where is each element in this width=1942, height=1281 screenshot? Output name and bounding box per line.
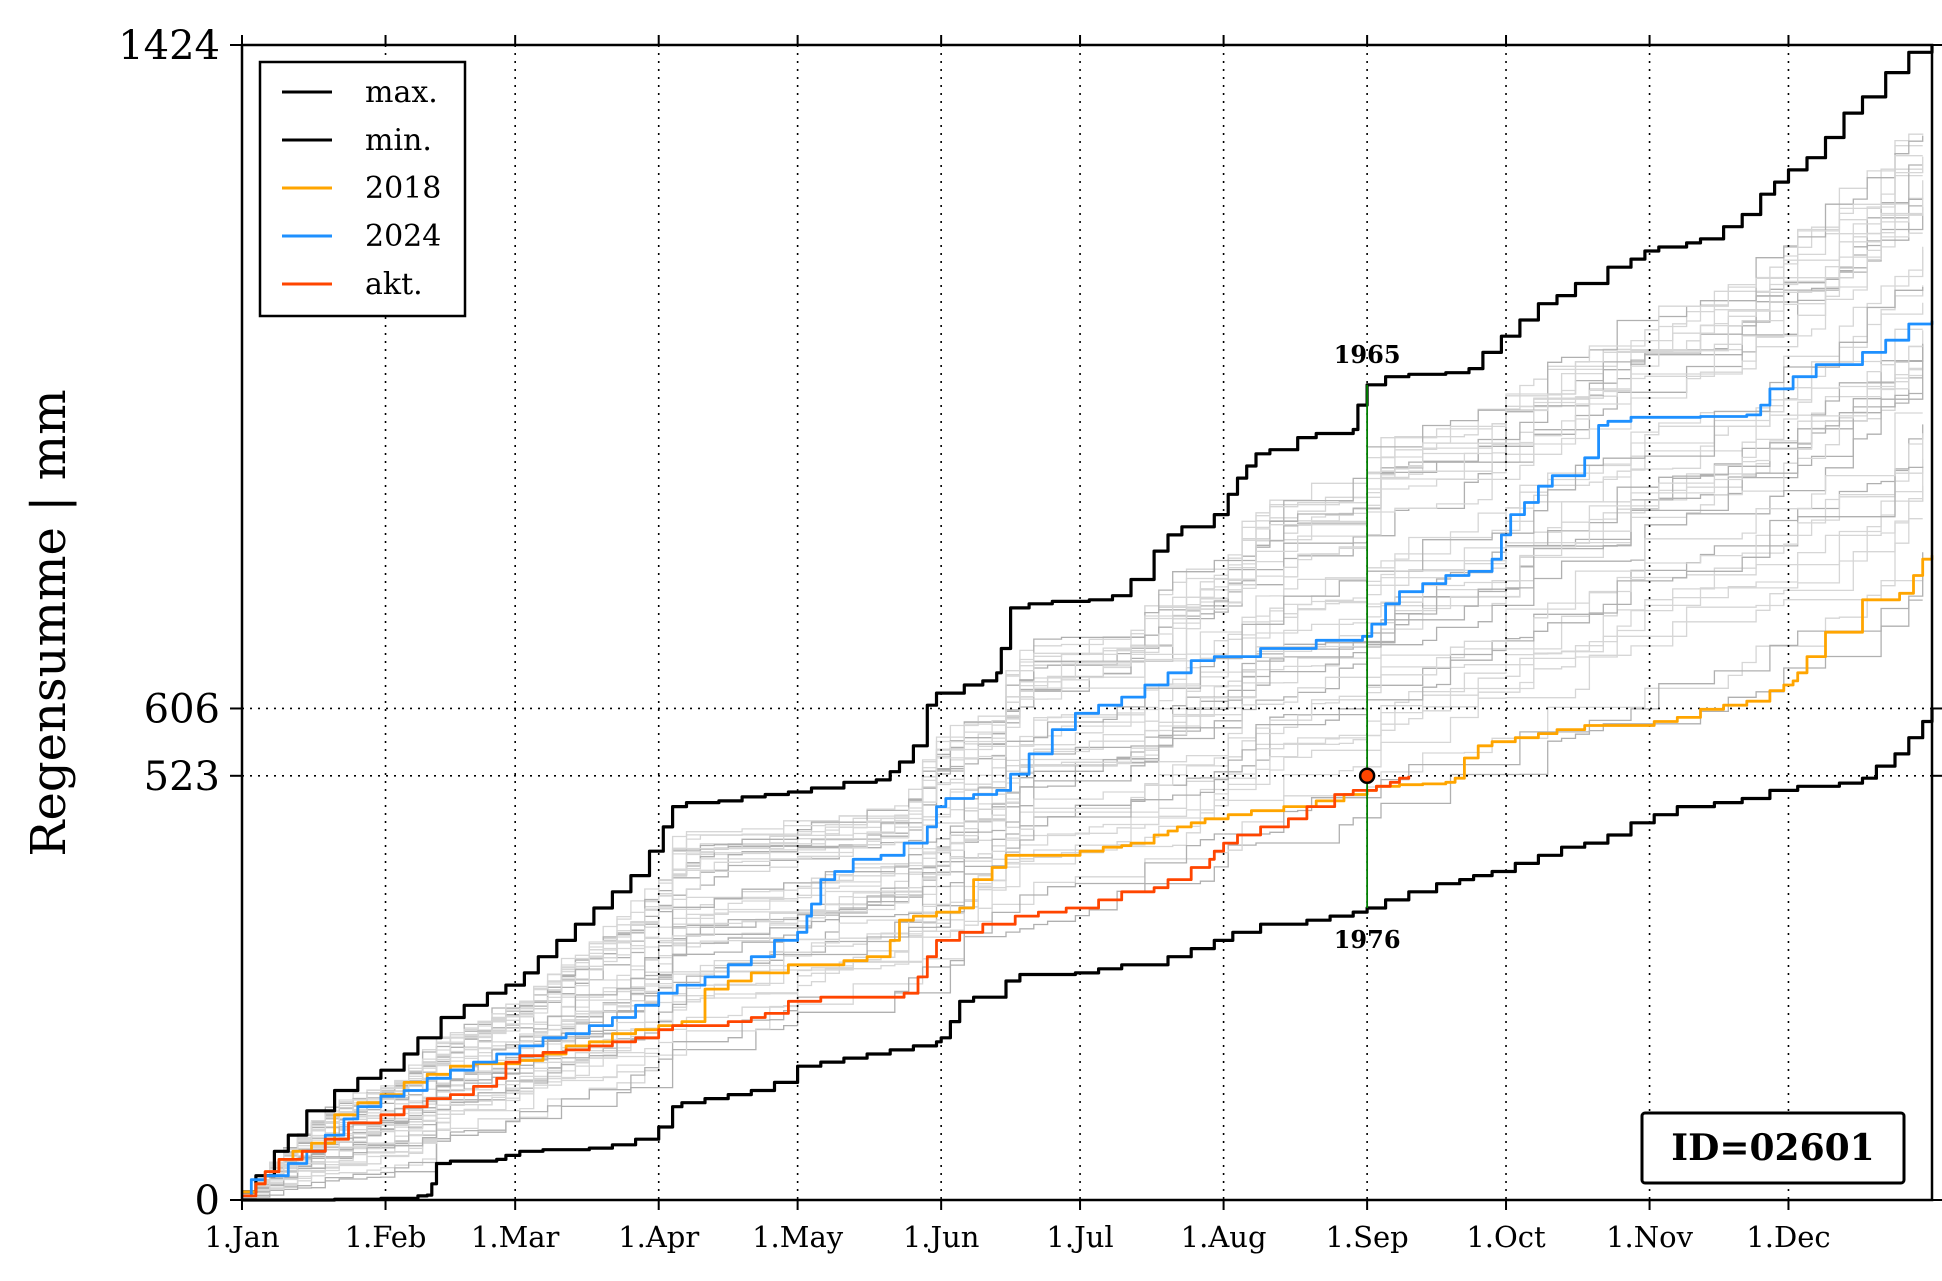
series-line-max bbox=[242, 45, 1934, 1194]
series-line-2018 bbox=[242, 555, 1934, 1194]
y-axis-label: Regensumme | mm bbox=[21, 389, 77, 856]
background-year-line bbox=[242, 343, 1924, 1197]
background-year-line bbox=[242, 155, 1923, 1194]
background-year-line bbox=[242, 552, 1924, 1199]
x-tick-label: 1.Feb bbox=[345, 1220, 427, 1254]
series-line-akt bbox=[242, 775, 1411, 1198]
annotation-min-year: 1976 bbox=[1334, 925, 1401, 954]
background-year-line bbox=[242, 360, 1924, 1197]
legend-label: 2024 bbox=[365, 219, 441, 254]
y-tick-label: 523 bbox=[144, 754, 220, 800]
y-tick-label: 606 bbox=[144, 686, 220, 732]
series-lines bbox=[242, 45, 1934, 1202]
background-year-line bbox=[242, 561, 1924, 1200]
background-year-line bbox=[242, 156, 1924, 1194]
y-tick-label: 1424 bbox=[118, 23, 220, 69]
plot-frame bbox=[240, 43, 1934, 1202]
x-tick-label: 1.May bbox=[752, 1220, 844, 1254]
x-tick-label: 1.Apr bbox=[618, 1220, 699, 1254]
station-id-frame bbox=[1640, 1111, 1906, 1185]
background-year-line bbox=[242, 485, 1924, 1199]
background-year-line bbox=[242, 168, 1923, 1195]
background-year-line bbox=[242, 198, 1923, 1194]
legend: max. min. 2018 2024 akt. bbox=[258, 60, 467, 318]
x-tick-label: 1.Jul bbox=[1046, 1220, 1113, 1254]
background-year-line bbox=[242, 345, 1923, 1197]
series-line-min bbox=[242, 708, 1934, 1202]
series-line-2024 bbox=[242, 320, 1934, 1198]
x-tick-label: 1.Jan bbox=[204, 1220, 279, 1254]
x-tick-label: 1.Oct bbox=[1466, 1220, 1546, 1254]
x-tick-label: 1.Mar bbox=[471, 1220, 560, 1254]
background-year-line bbox=[242, 392, 1923, 1198]
x-tick-label: 1.Dec bbox=[1746, 1220, 1830, 1254]
legend-label: min. bbox=[365, 123, 432, 158]
background-year-line bbox=[242, 145, 1923, 1194]
background-year-lines bbox=[242, 133, 1924, 1200]
background-year-line bbox=[242, 213, 1923, 1195]
current-value-marker bbox=[1358, 767, 1376, 785]
x-tick-label: 1.Sep bbox=[1325, 1220, 1408, 1254]
background-year-line bbox=[242, 424, 1924, 1198]
background-year-line bbox=[242, 285, 1924, 1196]
axes: 0 523 606 1424 1.Jan 1.Feb 1.Mar 1.Apr 1.May 1.Ju… bbox=[118, 23, 1942, 1254]
annotation-max-year: 1965 bbox=[1334, 340, 1401, 369]
station-id-box: ID=02601 bbox=[1640, 1111, 1906, 1185]
y-tick-label: 0 bbox=[195, 1178, 220, 1224]
grid-lines bbox=[242, 45, 1932, 1200]
overlay-marks: 1965 1976 bbox=[1334, 340, 1401, 954]
legend-label: max. bbox=[365, 75, 438, 110]
background-year-line bbox=[242, 489, 1924, 1199]
x-tick-label: 1.Aug bbox=[1181, 1220, 1267, 1254]
legend-label: 2018 bbox=[365, 171, 441, 206]
background-year-line bbox=[242, 374, 1923, 1197]
background-year-line bbox=[242, 135, 1924, 1194]
x-tick-label: 1.Jun bbox=[903, 1220, 980, 1254]
legend-label: akt. bbox=[365, 267, 423, 302]
background-year-line bbox=[242, 599, 1923, 1200]
station-id-label: ID=02601 bbox=[1671, 1127, 1874, 1169]
x-tick-label: 1.Nov bbox=[1606, 1220, 1694, 1254]
background-year-line bbox=[242, 197, 1924, 1195]
